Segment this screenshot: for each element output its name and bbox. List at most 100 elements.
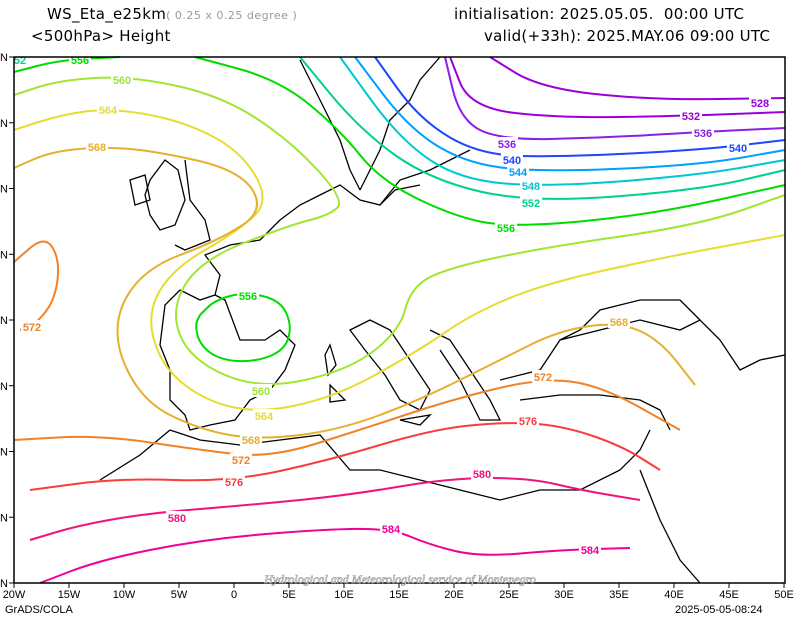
contour-label: 540 bbox=[729, 143, 747, 155]
contour-label-bg bbox=[495, 221, 517, 234]
lat-label: N bbox=[0, 447, 8, 459]
contour-label-bg bbox=[86, 140, 108, 153]
map-frame bbox=[13, 56, 786, 584]
contour-label: 568 bbox=[242, 435, 260, 447]
contour-572 bbox=[13, 240, 60, 331]
contour-label: 572 bbox=[232, 455, 250, 467]
contour-label-bg bbox=[250, 384, 272, 397]
contour-label: 564 bbox=[255, 411, 274, 423]
contour-label: 536 bbox=[498, 139, 516, 151]
lon-label: 40E bbox=[664, 589, 684, 601]
contour-label-bg bbox=[471, 467, 493, 480]
field-title: <500hPa> Height bbox=[31, 27, 171, 45]
coastlines bbox=[99, 56, 786, 584]
contour-label: 528 bbox=[751, 98, 769, 110]
contour-label-bg bbox=[240, 433, 262, 446]
lon-label: 5E bbox=[282, 589, 295, 601]
lon-label: 10W bbox=[113, 589, 136, 601]
lon-label: 25E bbox=[499, 589, 519, 601]
valid-time: valid(+33h): 2025.MAY.06 09:00 UTC bbox=[484, 27, 771, 45]
contour-label-bg bbox=[230, 453, 252, 466]
initialisation-time: initialisation: 2025.05.05. 00:00 UTC bbox=[454, 5, 745, 23]
contour-label: 584 bbox=[581, 545, 600, 557]
watermark: Hydrological and Meteorological service … bbox=[263, 572, 536, 586]
contour-label: 560 bbox=[252, 386, 270, 398]
lon-label: 10E bbox=[334, 589, 354, 601]
contour-label: 548 bbox=[522, 181, 540, 193]
contour-576 bbox=[29, 422, 661, 491]
lat-label: N bbox=[0, 52, 8, 64]
contour-label-bg bbox=[501, 153, 523, 166]
contour-label-bg bbox=[166, 511, 188, 524]
lat-label: N bbox=[0, 578, 8, 590]
lon-label: 35E bbox=[609, 589, 629, 601]
lon-label: 15W bbox=[58, 589, 81, 601]
contour-label: 536 bbox=[694, 128, 712, 140]
lat-label: N bbox=[0, 512, 8, 524]
contour-label: 556 bbox=[239, 291, 257, 303]
contour-label-bg bbox=[517, 414, 539, 427]
lat-label: N bbox=[0, 381, 8, 393]
contour-label: 584 bbox=[382, 524, 401, 536]
contour-label-bg bbox=[749, 96, 771, 109]
contour-label: 576 bbox=[225, 477, 243, 489]
contour-556 bbox=[194, 56, 786, 226]
contour-label-bg bbox=[520, 196, 542, 209]
contour-label: 580 bbox=[473, 469, 491, 481]
model-title: WS_Eta_e25km( 0.25 x 0.25 degree ) bbox=[47, 5, 297, 23]
contour-label-bg bbox=[727, 141, 749, 154]
lon-label: 20W bbox=[3, 589, 26, 601]
lon-label: 20E bbox=[444, 589, 464, 601]
contour-label-bg bbox=[496, 137, 518, 150]
contour-label-bg bbox=[253, 409, 275, 422]
contour-label: 52 bbox=[14, 55, 26, 67]
contour-560 bbox=[13, 76, 786, 385]
contour-label: 556 bbox=[497, 223, 515, 235]
contour-label-bg bbox=[608, 315, 630, 328]
contour-label-bg bbox=[111, 73, 133, 86]
lon-label: 0 bbox=[231, 589, 237, 601]
contour-label-bg bbox=[97, 103, 119, 116]
contour-532 bbox=[449, 56, 786, 119]
contour-label: 580 bbox=[168, 513, 186, 525]
contour-label-bg bbox=[380, 522, 402, 535]
software-credit: GrADS/COLA bbox=[5, 604, 73, 616]
contour-556 bbox=[195, 293, 291, 363]
lon-label: 5W bbox=[171, 589, 188, 601]
contour-label-bg bbox=[507, 165, 529, 178]
contour-label-bg bbox=[520, 179, 542, 192]
contour-label-bg bbox=[21, 320, 43, 333]
contour-label: 556 bbox=[71, 55, 89, 67]
contour-568 bbox=[13, 146, 696, 439]
lon-label: 15E bbox=[389, 589, 409, 601]
contour-label: 576 bbox=[519, 416, 537, 428]
contour-label: 544 bbox=[509, 167, 528, 179]
model-name: WS_Eta_e25km bbox=[47, 5, 167, 23]
contour-label: 532 bbox=[682, 111, 700, 123]
generation-timestamp: 2025-05-05-08:24 bbox=[675, 604, 763, 616]
contour-label-bg bbox=[223, 475, 245, 488]
contour-label-bg bbox=[579, 543, 601, 556]
contour-label: 568 bbox=[610, 317, 628, 329]
lat-label: N bbox=[0, 184, 8, 196]
lon-label: 45E bbox=[719, 589, 739, 601]
contour-536 bbox=[444, 56, 786, 141]
contour-label: 564 bbox=[99, 105, 118, 117]
contour-580 bbox=[29, 476, 641, 541]
contour-label: 540 bbox=[503, 155, 521, 167]
lat-label: N bbox=[0, 118, 8, 130]
contour-528 bbox=[489, 56, 786, 101]
contour-564 bbox=[13, 109, 786, 411]
contour-label: 560 bbox=[113, 75, 131, 87]
contour-552 bbox=[299, 56, 786, 200]
contour-540 bbox=[374, 56, 786, 158]
contour-label: 568 bbox=[88, 142, 106, 154]
contour-label: 552 bbox=[522, 198, 540, 210]
lon-label: 50E bbox=[774, 589, 794, 601]
lat-label: N bbox=[0, 315, 8, 327]
contour-572 bbox=[13, 379, 681, 456]
contour-label-bg bbox=[692, 126, 714, 139]
contour-label: 572 bbox=[23, 322, 41, 334]
contour-label-bg bbox=[532, 370, 554, 383]
